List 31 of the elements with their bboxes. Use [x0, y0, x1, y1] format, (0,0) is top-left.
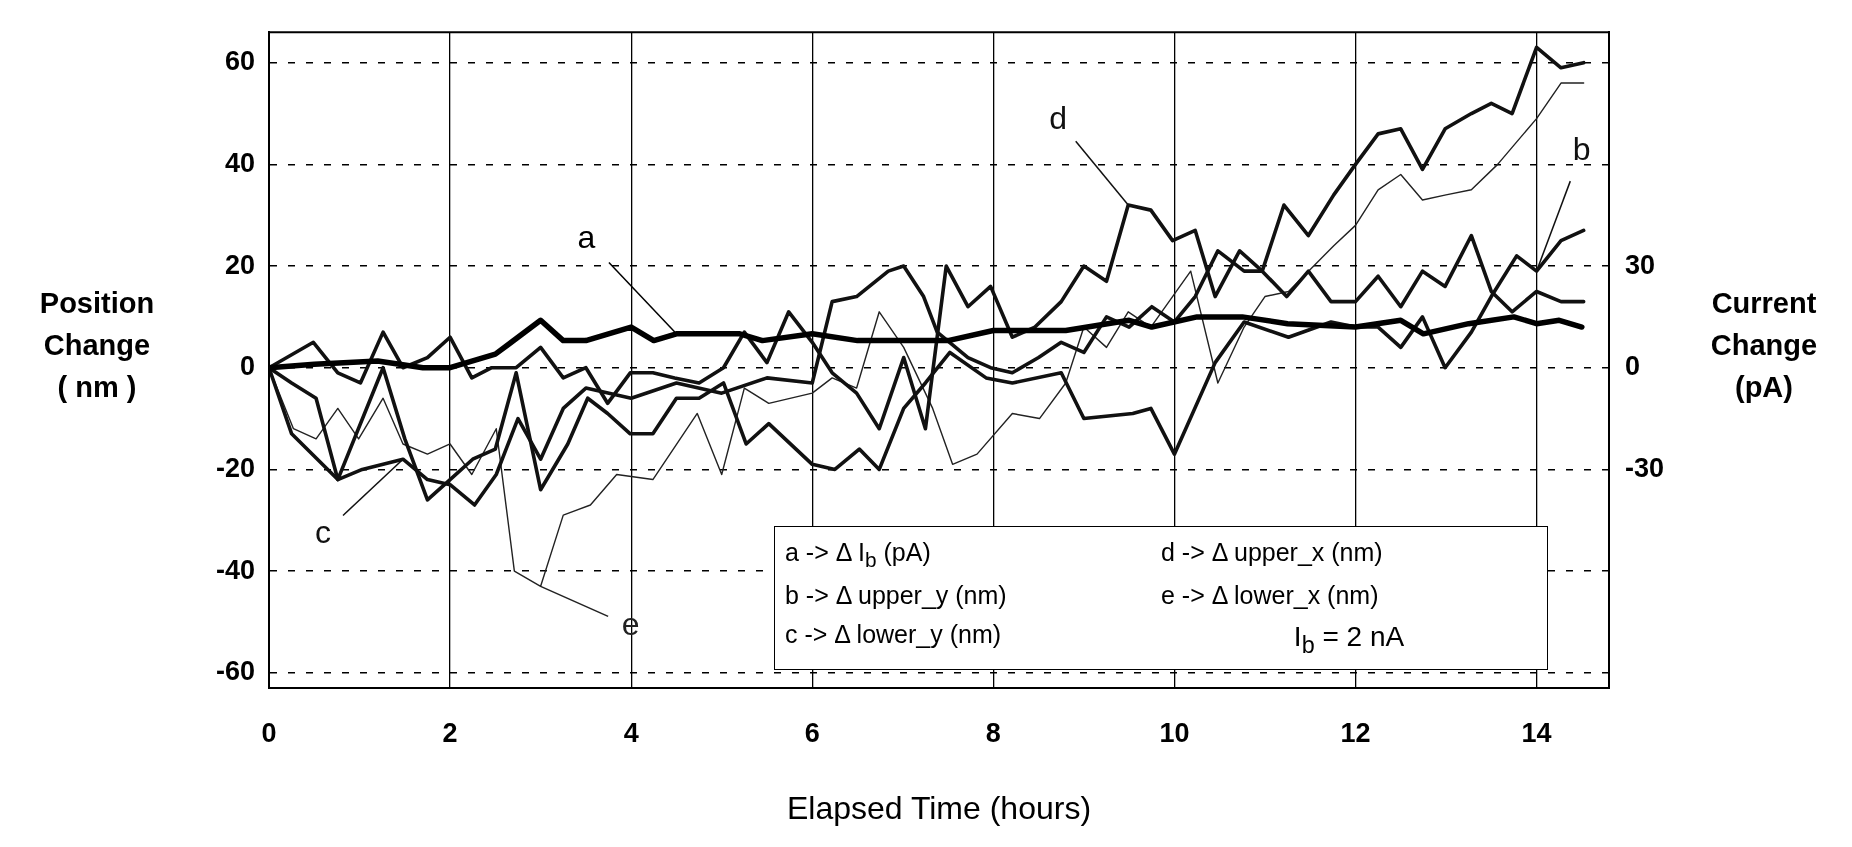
y2-axis-title: Current Change (pA) [1709, 286, 1819, 406]
y-tick-label: 60 [224, 46, 255, 77]
annotation: d -> Δ upper_x (nm) [1161, 537, 1384, 568]
x-tick-label: 6 [804, 717, 820, 748]
x-axis-title: Elapsed Time (hours) [785, 790, 1093, 827]
annotation: a -> Δ I$_{b}$ (pA) [785, 537, 932, 573]
annotation: I$_{b}$ = 2 nA [1292, 620, 1406, 660]
annotation: c -> Δ lower_y (nm) [785, 619, 1003, 651]
y2-tick-label: 30 [1625, 249, 1656, 280]
x-tick-label: 8 [985, 717, 1001, 748]
y-tick-label: -40 [215, 554, 255, 585]
y2-tick-label: 0 [1625, 351, 1641, 382]
y-tick-label: 0 [239, 351, 255, 382]
annotation: b -> Δ upper_y (nm) [785, 580, 1008, 612]
x-tick-label: 12 [1340, 717, 1371, 748]
text: a [577, 218, 596, 255]
y-tick-label: -20 [215, 452, 255, 483]
y-axis-title: Position Change ( nm ) [38, 286, 156, 406]
x-tick-label: 14 [1521, 717, 1552, 748]
y-tick-label: 20 [224, 249, 255, 280]
y-tick-label: 40 [224, 147, 255, 178]
y-tick-label: -60 [215, 656, 255, 687]
x-tick-label: 0 [261, 717, 277, 748]
x-tick-label: 2 [442, 717, 458, 748]
y2-tick-label: -30 [1625, 452, 1665, 483]
annotation: e -> Δ lower_x (nm) [1161, 580, 1380, 612]
text: d [1049, 99, 1068, 136]
series-label: b [1572, 130, 1591, 167]
series-label: c [315, 514, 331, 551]
x-tick-label: 4 [623, 717, 639, 748]
x-tick-label: 10 [1159, 717, 1190, 748]
